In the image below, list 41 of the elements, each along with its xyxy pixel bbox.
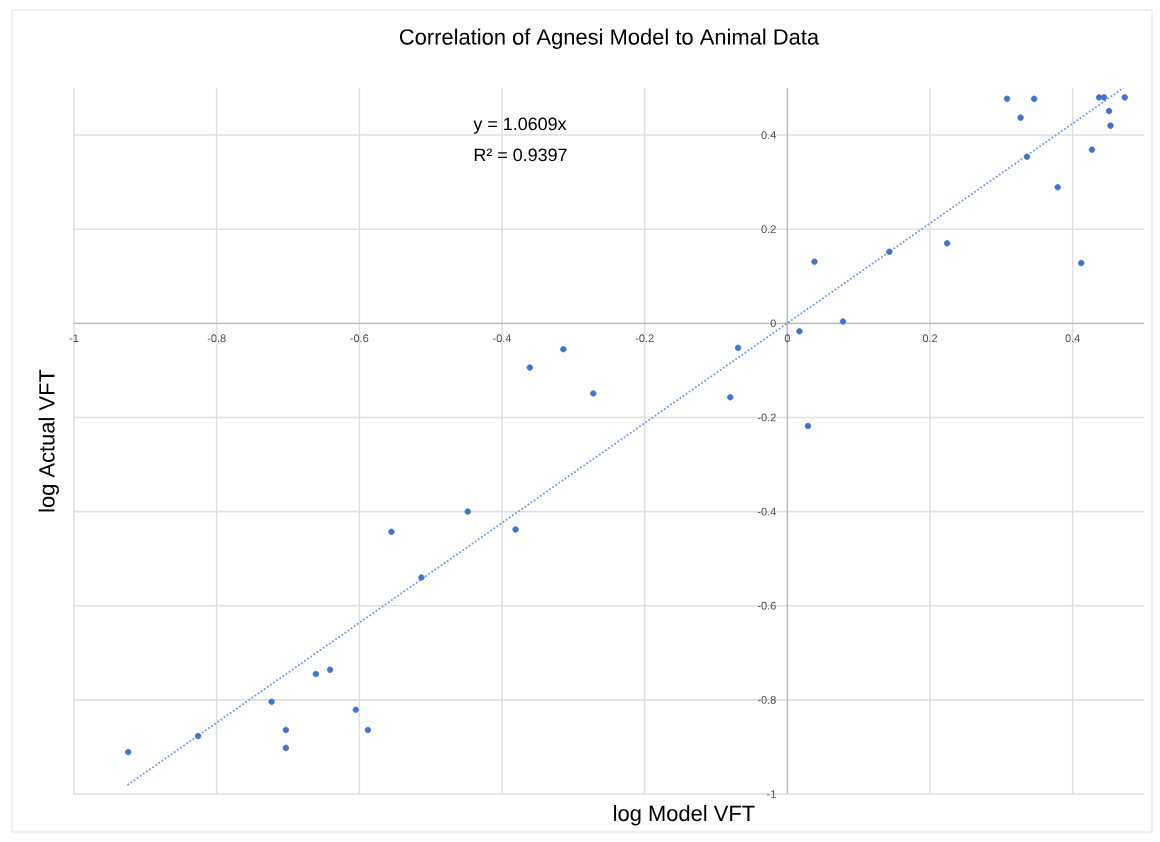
point [1030,95,1038,103]
point [352,706,359,713]
point [1088,146,1096,153]
point [282,726,290,734]
point [839,318,847,325]
annotation: y = 1.0609x [473,117,567,134]
point [1078,259,1085,267]
point [560,346,567,353]
point [312,670,320,678]
x-axis-title: log Model VFT [614,805,755,826]
point [886,248,893,255]
point [1107,122,1114,129]
y-axis-title: log Actual VFT [38,369,59,512]
point [796,328,803,335]
point [512,526,519,533]
point [418,574,425,581]
chart-title: Correlation of Agnesi Model to Animal Data [399,28,820,49]
point [1105,107,1113,115]
point [1023,153,1031,160]
point [1003,95,1011,103]
point [1095,94,1103,101]
point [590,390,597,397]
point [1054,184,1061,191]
point [1100,94,1108,101]
point [1017,114,1024,121]
point [1121,94,1128,101]
point [804,422,812,430]
point [194,732,202,740]
point [526,364,534,371]
point [364,726,372,734]
point [388,528,395,536]
point [464,508,471,515]
point [811,258,818,265]
point [943,240,951,247]
point [282,744,290,752]
point [734,344,742,351]
point [268,698,275,705]
annotation: R² = 0.9397 [474,148,567,162]
point [326,666,334,673]
point [125,748,132,756]
point [727,394,734,401]
